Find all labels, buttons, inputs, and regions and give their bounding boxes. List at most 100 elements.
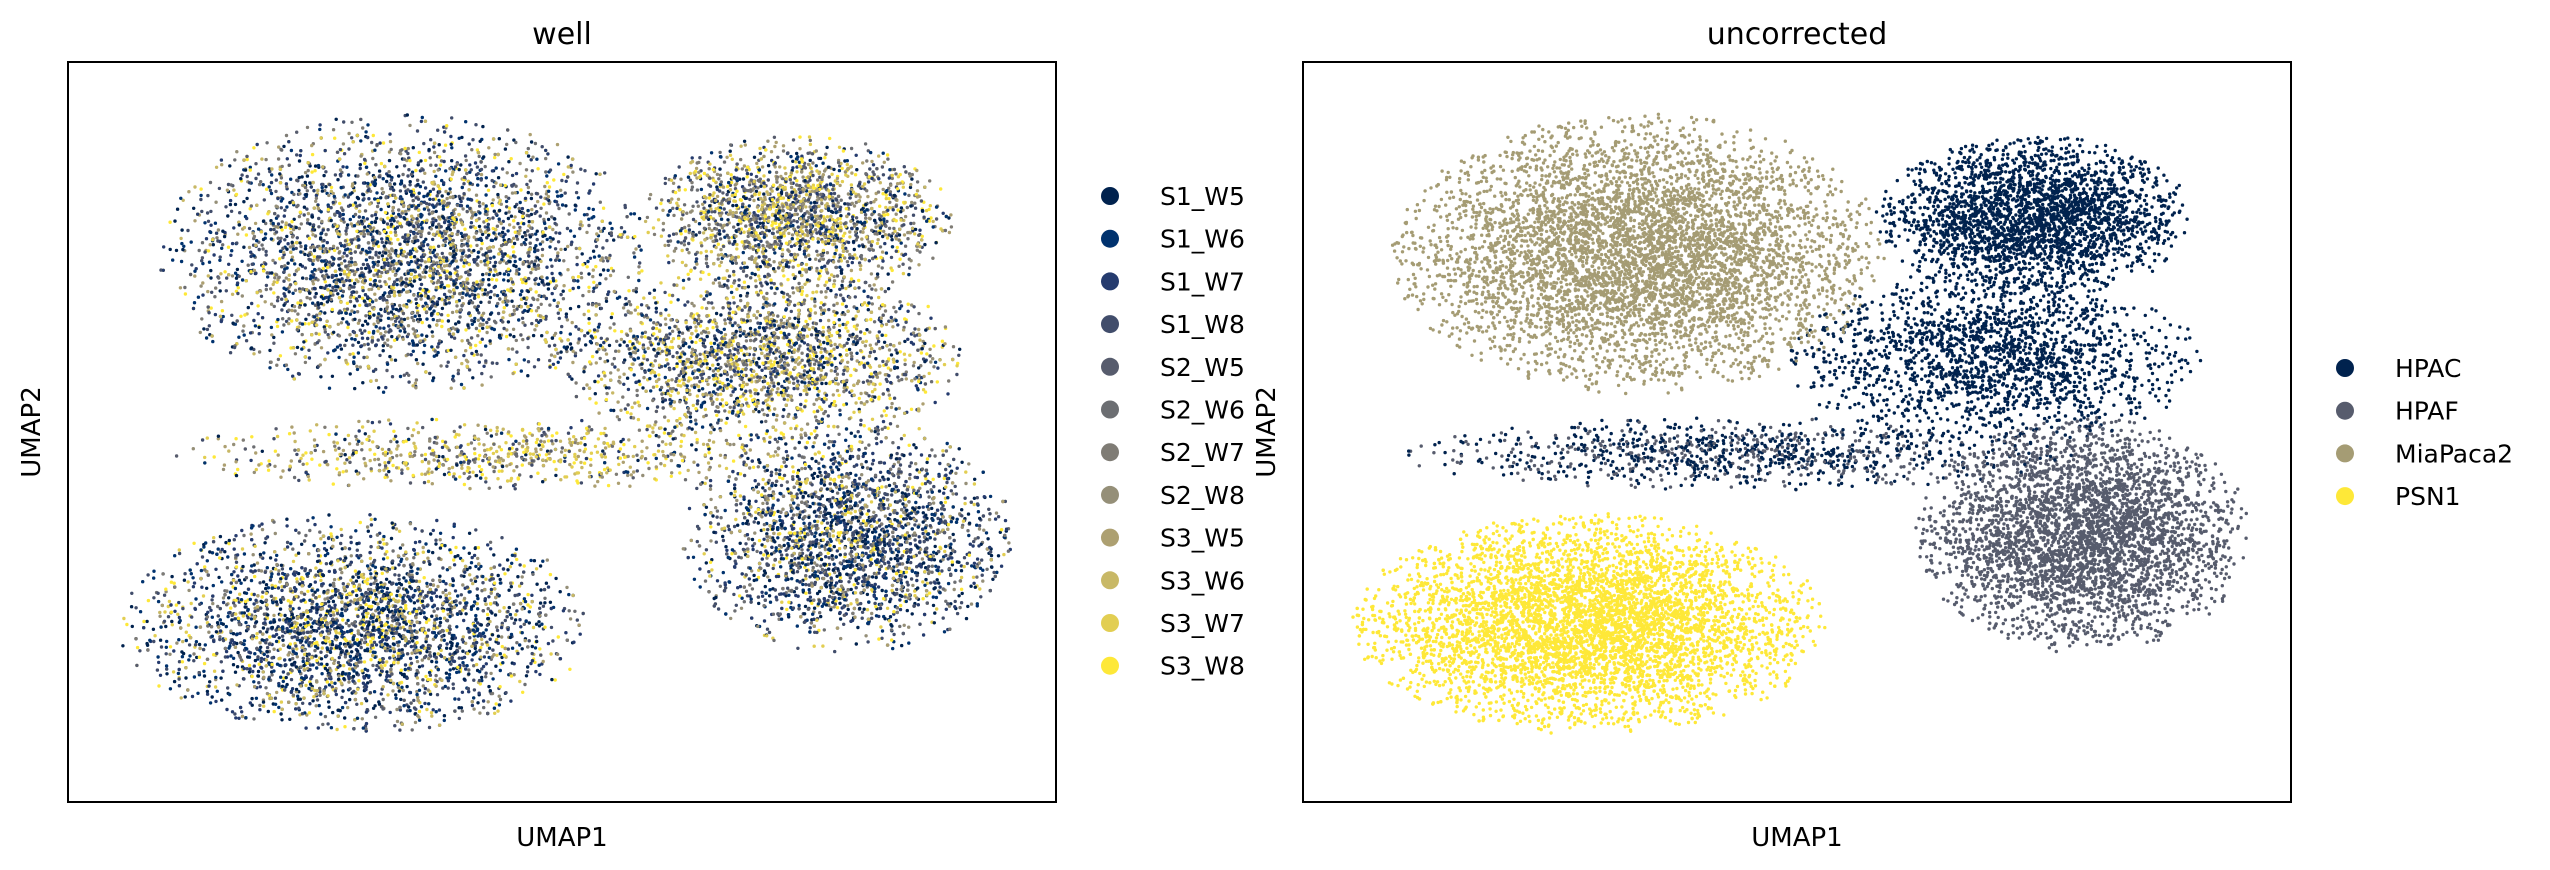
scatter-point	[535, 583, 538, 586]
scatter-point	[483, 635, 486, 638]
scatter-point	[728, 275, 731, 278]
scatter-point	[800, 467, 803, 470]
scatter-point	[321, 646, 324, 649]
scatter-point	[808, 436, 811, 439]
scatter-point	[387, 324, 390, 327]
scatter-point	[814, 531, 817, 534]
scatter-point	[899, 604, 902, 607]
scatter-point	[220, 300, 223, 303]
scatter-point	[409, 255, 412, 258]
scatter-point	[837, 433, 840, 436]
scatter-point	[515, 448, 518, 451]
scatter-point	[897, 379, 900, 382]
scatter-point	[795, 152, 798, 155]
scatter-point	[269, 189, 272, 192]
scatter-point	[688, 345, 691, 348]
scatter-point	[448, 187, 451, 190]
scatter-point	[677, 186, 680, 189]
scatter-point	[881, 334, 884, 337]
scatter-point	[861, 580, 864, 583]
scatter-point	[645, 428, 648, 431]
scatter-point	[821, 494, 824, 497]
scatter-point	[556, 305, 559, 308]
scatter-point	[447, 220, 450, 223]
scatter-point	[867, 494, 870, 497]
scatter-point	[832, 255, 835, 258]
scatter-point	[238, 593, 241, 596]
scatter-point	[790, 577, 793, 580]
scatter-point	[323, 541, 326, 544]
scatter-point	[899, 463, 902, 466]
scatter-point	[347, 680, 350, 683]
scatter-point	[179, 626, 182, 629]
scatter-point	[439, 621, 442, 624]
scatter-point	[246, 616, 249, 619]
scatter-point	[822, 326, 825, 329]
scatter-point	[233, 538, 236, 541]
scatter-point	[347, 434, 350, 437]
scatter-point	[698, 567, 701, 570]
scatter-point	[463, 597, 466, 600]
scatter-point	[911, 584, 914, 587]
scatter-point	[534, 142, 537, 145]
scatter-point	[324, 639, 327, 642]
scatter-point	[335, 467, 338, 470]
scatter-point	[599, 273, 602, 276]
scatter-point	[196, 562, 199, 565]
scatter-point	[463, 483, 466, 486]
scatter-point	[526, 346, 529, 349]
scatter-point	[179, 619, 182, 622]
scatter-point	[768, 441, 771, 444]
scatter-point	[710, 250, 713, 253]
scatter-point	[512, 237, 515, 240]
scatter-point	[864, 213, 867, 216]
scatter-point	[402, 689, 405, 692]
scatter-point	[914, 446, 917, 449]
scatter-point	[880, 637, 883, 640]
scatter-point	[518, 563, 521, 566]
scatter-point	[367, 435, 370, 438]
scatter-point	[845, 342, 848, 345]
scatter-point	[647, 306, 650, 309]
scatter-point	[921, 528, 924, 531]
scatter-point	[233, 158, 236, 161]
scatter-point	[772, 426, 775, 429]
scatter-point	[774, 357, 777, 360]
scatter-point	[407, 147, 410, 150]
scatter-point	[761, 306, 764, 309]
scatter-point	[804, 399, 807, 402]
scatter-point	[334, 448, 337, 451]
scatter-point	[392, 654, 395, 657]
scatter-point	[804, 467, 807, 470]
scatter-point	[339, 242, 342, 245]
scatter-point	[677, 276, 680, 279]
scatter-point	[383, 664, 386, 667]
scatter-point	[721, 306, 724, 309]
scatter-point	[414, 169, 417, 172]
scatter-point	[883, 341, 886, 344]
scatter-point	[535, 623, 538, 626]
scatter-point	[378, 280, 381, 283]
scatter-point	[922, 633, 925, 636]
scatter-point	[826, 251, 829, 254]
scatter-point	[475, 350, 478, 353]
scatter-point	[341, 618, 344, 621]
scatter-point	[342, 449, 345, 452]
scatter-point	[605, 239, 608, 242]
scatter-point	[297, 189, 300, 192]
scatter-point	[354, 662, 357, 665]
scatter-point	[855, 352, 858, 355]
scatter-point	[365, 258, 368, 261]
scatter-point	[382, 535, 385, 538]
scatter-point	[389, 451, 392, 454]
scatter-point	[492, 185, 495, 188]
scatter-point	[869, 351, 872, 354]
scatter-point	[808, 381, 811, 384]
scatter-point	[663, 431, 666, 434]
scatter-point	[178, 668, 181, 671]
scatter-point	[382, 141, 385, 144]
scatter-point	[385, 670, 388, 673]
scatter-point	[267, 459, 270, 462]
scatter-point	[375, 379, 378, 382]
scatter-point	[432, 188, 435, 191]
